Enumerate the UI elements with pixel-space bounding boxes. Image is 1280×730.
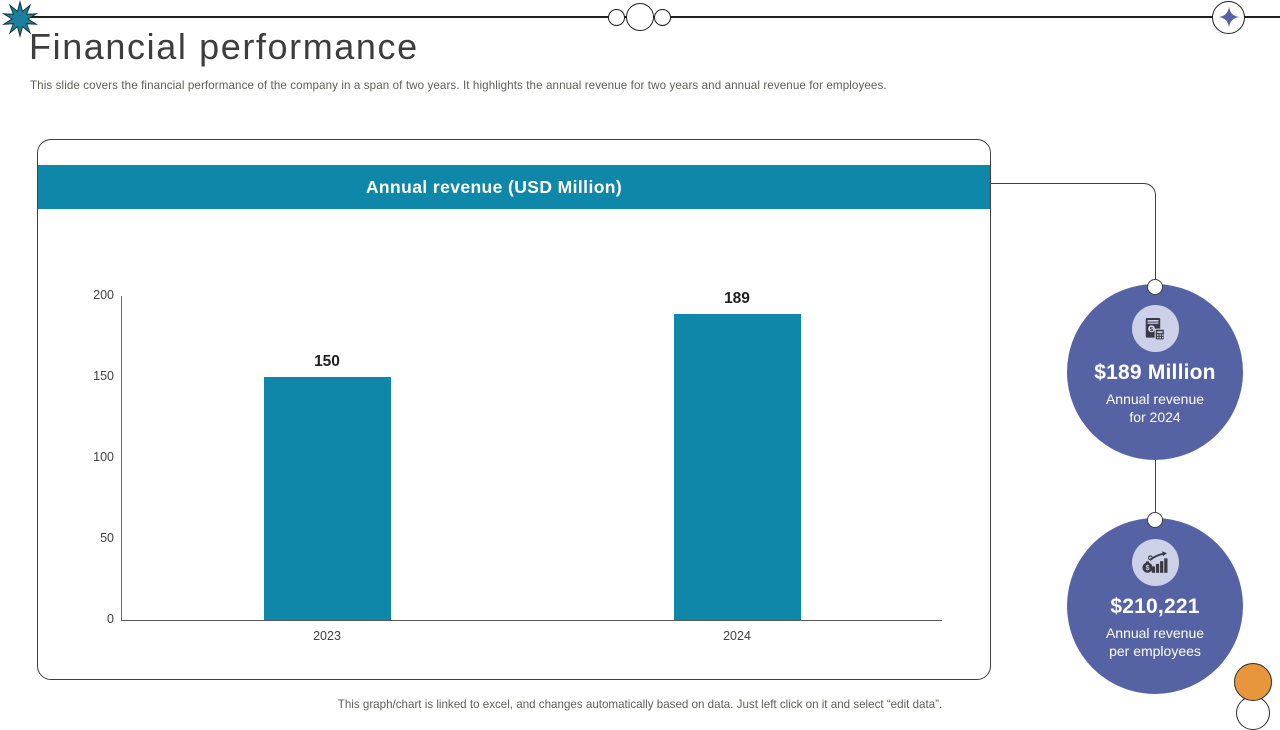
y-axis-tick-label: 50 bbox=[100, 531, 114, 545]
x-axis-category-label: 2023 bbox=[313, 629, 341, 643]
callout-caption-line: for 2024 bbox=[1129, 409, 1181, 426]
callout-annual-revenue-2024: $ $189 Million Annual revenue for 2024 bbox=[1067, 284, 1243, 460]
svg-text:$: $ bbox=[1150, 326, 1154, 332]
deco-circle-small-left bbox=[608, 8, 625, 26]
x-axis-category-label: 2024 bbox=[723, 629, 751, 643]
footer-note: This graph/chart is linked to excel, and… bbox=[337, 698, 943, 711]
starburst-icon bbox=[1, 0, 39, 38]
bar-data-label: 189 bbox=[724, 289, 750, 307]
y-axis-tick-label: 200 bbox=[93, 288, 114, 302]
chart-plot[interactable]: 0 50 100 150 200 150 2023 189 2024 bbox=[93, 288, 942, 643]
svg-text:$: $ bbox=[1146, 565, 1150, 572]
chart-title: Annual revenue (USD Million) bbox=[365, 176, 623, 197]
callout-revenue-per-employee: $ $210,221 Annual revenue per employees bbox=[1067, 518, 1243, 694]
deco-circle-orange bbox=[1234, 663, 1272, 701]
callout-icon-circle: $ bbox=[1131, 539, 1179, 586]
bar-data-label: 150 bbox=[314, 353, 340, 370]
deco-circle-large bbox=[626, 3, 654, 31]
deco-circle-outline bbox=[1236, 696, 1270, 730]
connector-node-1 bbox=[1147, 279, 1163, 295]
connector-elbow-line bbox=[991, 183, 1156, 287]
invoice-calculator-icon: $ bbox=[1145, 317, 1166, 341]
connector-vertical-line bbox=[1154, 458, 1156, 516]
callout-icon-circle: $ bbox=[1131, 305, 1179, 352]
connector-node-2 bbox=[1147, 512, 1163, 528]
page-title: Financial performance bbox=[29, 26, 419, 67]
chart-card[interactable]: Annual revenue (USD Million) 0 50 100 150 20… bbox=[37, 139, 991, 680]
bar-2023[interactable] bbox=[263, 377, 391, 620]
page-subtitle: This slide covers the financial performa… bbox=[30, 79, 887, 92]
y-axis-tick-label: 150 bbox=[93, 369, 114, 383]
money-growth-icon: $ bbox=[1142, 550, 1168, 573]
sparkle-icon bbox=[1217, 6, 1240, 28]
deco-circle-small-right bbox=[654, 8, 671, 26]
y-axis-tick-label: 0 bbox=[107, 612, 114, 626]
y-axis-tick-label: 100 bbox=[93, 450, 114, 464]
sparkle-circle bbox=[1212, 0, 1245, 34]
callout-caption-line: per employees bbox=[1109, 643, 1201, 660]
callout-value: $189 Million bbox=[1094, 361, 1216, 384]
callout-caption-line: Annual revenue bbox=[1105, 625, 1205, 641]
callout-value: $210,221 bbox=[1110, 595, 1200, 618]
callout-caption-line: Annual revenue bbox=[1105, 391, 1205, 407]
chart-title-band: Annual revenue (USD Million) bbox=[38, 165, 990, 209]
bar-2024[interactable] bbox=[673, 313, 801, 620]
